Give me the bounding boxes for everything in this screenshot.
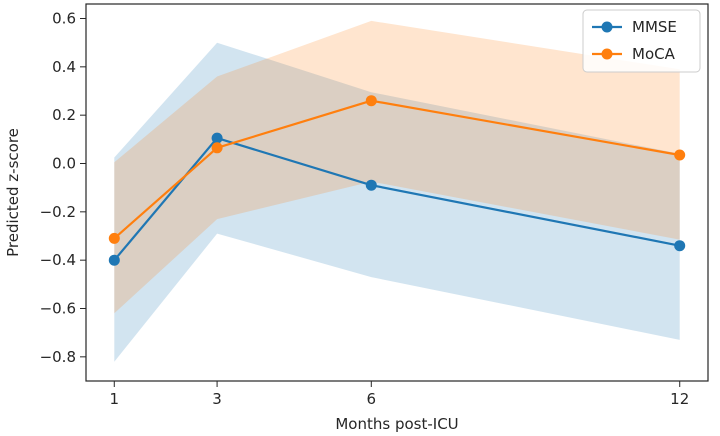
- legend: MMSE MoCA: [582, 9, 701, 73]
- mmse-line: [113, 137, 680, 261]
- x-tick-label: 6: [367, 390, 377, 408]
- y-tick-label: −0.6: [40, 300, 76, 318]
- mmse-point-1: [108, 254, 120, 266]
- mmse-confidence-band: [114, 42, 680, 362]
- y-tick-label: −0.2: [40, 203, 76, 221]
- x-tick-label: 1: [109, 390, 119, 408]
- y-tick-label: 0.0: [52, 155, 76, 173]
- legend-mmse-label: MMSE: [632, 18, 677, 36]
- y-tick-label: 0.6: [52, 10, 76, 28]
- series-markers: [108, 95, 686, 266]
- y-tick-label: −0.4: [40, 251, 76, 269]
- confidence-bands: [114, 20, 680, 362]
- moca-point-3: [211, 142, 223, 154]
- y-tick-label: 0.4: [52, 58, 76, 76]
- y-axis-ticks: −0.8 −0.6 −0.4 −0.2 0.0 0.2 0.4 0.6: [40, 10, 86, 366]
- moca-line: [113, 99, 680, 240]
- legend-moca-marker: [601, 48, 613, 60]
- moca-confidence-band: [114, 20, 680, 314]
- moca-point-6: [365, 95, 377, 107]
- moca-point-12: [674, 149, 686, 161]
- y-axis-label: Predicted z-score: [4, 128, 22, 257]
- x-tick-label: 3: [212, 390, 222, 408]
- y-tick-label: 0.2: [52, 106, 76, 124]
- mmse-point-12: [674, 240, 686, 252]
- x-axis-ticks: 1 3 6 12: [109, 381, 689, 408]
- x-tick-label: 12: [670, 390, 689, 408]
- mmse-point-6: [365, 179, 377, 191]
- x-axis-label: Months post-ICU: [335, 415, 458, 433]
- y-tick-label: −0.8: [40, 348, 76, 366]
- legend-mmse-marker: [601, 21, 613, 33]
- mmse-point-3: [211, 132, 223, 144]
- series-lines: [113, 99, 680, 261]
- moca-point-1: [108, 232, 120, 244]
- plot-area-frame: [85, 3, 709, 382]
- legend-moca-label: MoCA: [632, 45, 676, 63]
